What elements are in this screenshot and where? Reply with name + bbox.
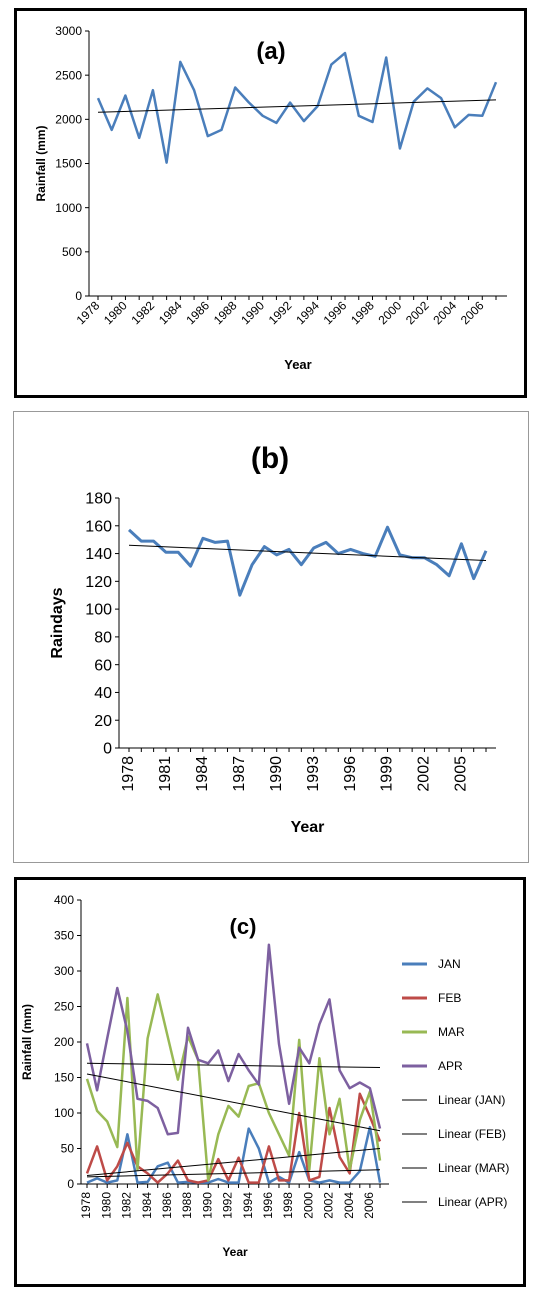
x-tick-label: 2004 (430, 298, 459, 327)
x-tick-label: 2004 (342, 1192, 356, 1219)
series-line-apr (85, 943, 382, 1136)
chart-title: (c) (230, 914, 257, 939)
x-tick-label: 2002 (322, 1192, 336, 1219)
y-tick-label: 160 (85, 518, 112, 535)
y-tick-label: 50 (61, 1142, 75, 1156)
series-line-main (96, 51, 498, 164)
x-tick-label: 1990 (268, 756, 285, 792)
y-tick-label: 100 (54, 1106, 74, 1120)
x-tick-label: 1992 (221, 1192, 235, 1219)
y-tick-label: 500 (62, 245, 82, 259)
y-tick-label: 150 (54, 1071, 74, 1085)
x-tick-label: 1996 (321, 298, 350, 327)
x-axis-title: Year (291, 819, 325, 836)
legend-label: Linear (JAN) (438, 1093, 505, 1107)
x-tick-label: 1982 (128, 298, 157, 327)
trend-line-1 (86, 1148, 381, 1176)
x-tick-label: 1988 (180, 1192, 194, 1219)
chart-c: 0 50 100 150 200 250 300 350 400 1978 1980 1982 1984… (20, 893, 509, 1259)
y-tick-label: 1500 (55, 157, 82, 171)
series-line-main (127, 525, 488, 597)
y-tick-label: 180 (85, 491, 112, 508)
legend-label: MAR (438, 1025, 465, 1039)
x-tick-label: 1980 (101, 298, 130, 327)
y-tick-label: 2000 (55, 113, 82, 127)
x-tick-label: 1990 (238, 298, 267, 327)
x-axis-title: Year (284, 357, 311, 372)
y-tick-label: 350 (54, 929, 74, 943)
legend-label: Linear (APR) (438, 1195, 507, 1209)
x-tick-label: 1981 (157, 756, 174, 792)
x-tick-label: 2006 (458, 298, 487, 327)
y-axis-title: Raindays (49, 587, 66, 658)
y-tick-label: 120 (85, 574, 112, 591)
legend-label: APR (438, 1059, 463, 1073)
series-line-jan (86, 1125, 382, 1184)
x-axis-title: Year (222, 1245, 248, 1259)
x-tick-label: 1984 (156, 298, 185, 327)
legend-label: Linear (FEB) (438, 1127, 506, 1141)
x-tick-label: 1986 (183, 298, 212, 327)
y-tick-label: 400 (54, 893, 74, 907)
x-tick-label: 1984 (140, 1192, 154, 1219)
trend-line (128, 544, 487, 561)
x-tick-label: 1987 (231, 756, 248, 792)
x-tick-label: 1996 (342, 756, 359, 792)
x-tick-label: 1990 (200, 1192, 214, 1219)
legend-label: FEB (438, 991, 461, 1005)
y-tick-label: 1000 (55, 201, 82, 215)
chart-title: (a) (256, 38, 285, 65)
x-tick-label: 1978 (79, 1192, 93, 1219)
x-tick-label: 1978 (120, 756, 137, 792)
trend-line-0 (86, 1169, 381, 1178)
trend-line (97, 99, 497, 113)
x-tick-label: 1994 (241, 1192, 255, 1219)
x-tick-label: 1988 (211, 298, 240, 327)
y-tick-label: 0 (103, 741, 112, 758)
x-tick-label: 2005 (453, 756, 470, 792)
y-axis-title: Rainfall (mm) (34, 125, 48, 201)
x-tick-label: 1984 (194, 756, 211, 792)
chart-b-panel: 0 20 40 60 80 100 120 140 160 180 1978 1981 1984 1987… (13, 411, 529, 863)
trend-line-2 (86, 1073, 381, 1132)
x-tick-label: 2000 (301, 1192, 315, 1219)
y-tick-label: 140 (85, 546, 112, 563)
x-tick-label: 1996 (261, 1192, 275, 1219)
x-tick-label: 2000 (376, 298, 405, 327)
y-tick-label: 0 (67, 1177, 74, 1191)
y-tick-label: 300 (54, 964, 74, 978)
chart-title: (b) (251, 442, 289, 475)
y-tick-label: 40 (94, 685, 112, 702)
x-tick-label: 1994 (293, 298, 322, 327)
chart-b: 0 20 40 60 80 100 120 140 160 180 1978 1981 1984 1987… (49, 442, 496, 836)
chart-c-panel: 0 50 100 150 200 250 300 350 400 1978 1980 1982 1984… (14, 877, 526, 1287)
y-tick-label: 80 (94, 629, 112, 646)
y-tick-label: 60 (94, 657, 112, 674)
x-tick-label: 1993 (305, 756, 322, 792)
y-axis-title: Rainfall (mm) (20, 1004, 34, 1080)
legend-label: JAN (438, 957, 461, 971)
x-tick-label: 1998 (281, 1192, 295, 1219)
y-tick-label: 100 (85, 602, 112, 619)
series-line-mar (85, 993, 382, 1182)
x-tick-label: 1999 (379, 756, 396, 792)
x-tick-label: 2006 (362, 1192, 376, 1219)
x-tick-label: 1992 (266, 298, 295, 327)
chart-a-panel: 0 500 1000 1500 2000 2500 3000 1978 1980 1982 1984… (14, 8, 527, 398)
trend-line-3 (86, 1062, 381, 1069)
y-tick-label: 0 (75, 289, 82, 303)
y-tick-label: 250 (54, 1000, 74, 1014)
x-tick-label: 1980 (99, 1192, 113, 1219)
x-tick-label: 1982 (120, 1192, 134, 1219)
x-tick-label: 2002 (403, 298, 432, 327)
chart-a: 0500100015002000250030001978198019821984… (34, 24, 507, 372)
x-tick-label: 2002 (416, 756, 433, 792)
x-tick-label: 1986 (160, 1192, 174, 1219)
y-tick-label: 200 (54, 1035, 74, 1049)
x-tick-label: 1998 (348, 298, 377, 327)
y-tick-label: 20 (94, 713, 112, 730)
y-tick-label: 3000 (55, 24, 82, 38)
legend-label: Linear (MAR) (438, 1161, 509, 1175)
y-tick-label: 2500 (55, 68, 82, 82)
